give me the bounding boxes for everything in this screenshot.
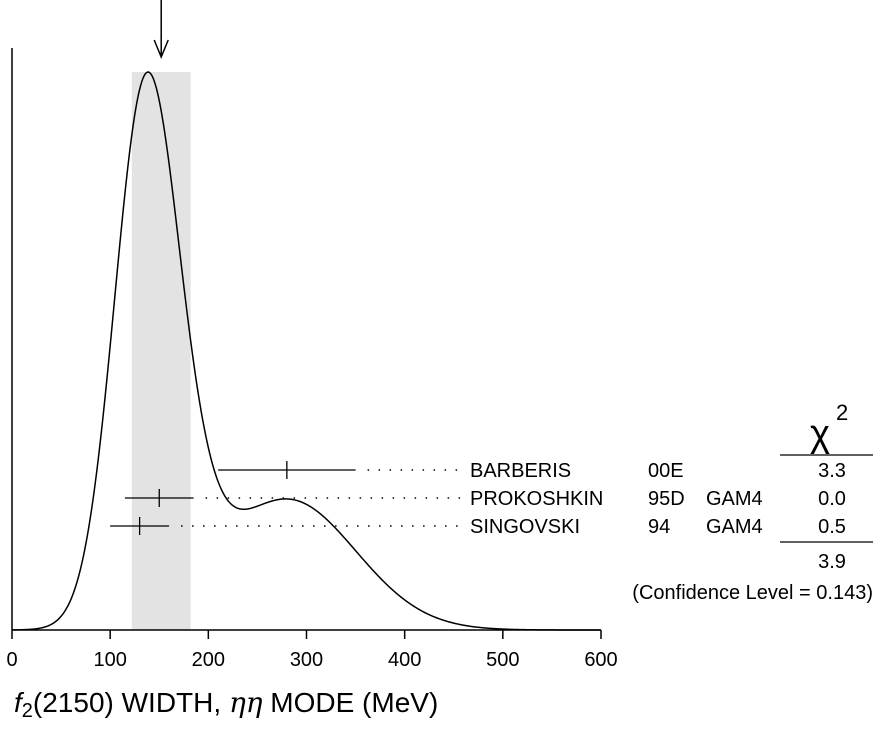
x-tick-label: 500 xyxy=(486,649,519,671)
x-axis-ticks: 0 100 200 300 400 500 600 xyxy=(6,630,618,671)
x-tick-label: 600 xyxy=(584,649,617,671)
chi2-symbol: χ xyxy=(810,413,830,455)
measurement-row: SINGOVSKI 94 GAM4 0.5 xyxy=(110,516,846,538)
average-arrow-icon xyxy=(153,0,169,59)
measurement-chi2: 0.0 xyxy=(818,488,846,510)
measurement-row: BARBERIS 00E 3.3 xyxy=(218,460,846,482)
average-band xyxy=(131,72,191,630)
measurement-name: PROKOSHKIN xyxy=(470,488,603,510)
x-tick-label: 0 xyxy=(6,649,17,671)
measurements-group: BARBERIS 00E 3.3 PROKOSHKIN 95D GAM4 0.0 SINGOV… xyxy=(110,460,846,538)
chi2-header: χ 2 xyxy=(810,400,848,455)
x-label-f: f xyxy=(14,687,22,718)
measurement-technique: GAM4 xyxy=(706,488,763,510)
chi2-superscript: 2 xyxy=(836,400,848,425)
confidence-level: (Confidence Level = 0.143) xyxy=(632,582,873,604)
measurement-year: 94 xyxy=(648,516,670,538)
measurement-year: 00E xyxy=(648,460,684,482)
measurement-chi2: 0.5 xyxy=(818,516,846,538)
x-label-middle: (2150) WIDTH, xyxy=(32,687,229,718)
measurement-year: 95D xyxy=(648,488,685,510)
x-axis-label: f2(2150) WIDTH, ηη MODE (MeV) xyxy=(14,686,438,723)
x-tick-label: 400 xyxy=(388,649,421,671)
x-tick-label: 200 xyxy=(192,649,225,671)
x-label-subscript: 2 xyxy=(21,700,33,722)
arrow-head xyxy=(153,39,169,59)
measurement-technique: GAM4 xyxy=(706,516,763,538)
ideogram-curve xyxy=(11,71,601,631)
x-label-eta: ηη xyxy=(228,686,263,719)
measurement-name: SINGOVSKI xyxy=(470,516,580,538)
x-tick-label: 100 xyxy=(93,649,126,671)
measurement-name: BARBERIS xyxy=(470,460,571,482)
chi2-total: 3.9 xyxy=(818,551,846,573)
measurement-chi2: 3.3 xyxy=(818,460,846,482)
measurement-row: PROKOSHKIN 95D GAM4 0.0 xyxy=(124,488,846,510)
x-label-suffix: MODE (MeV) xyxy=(262,687,439,718)
x-tick-label: 300 xyxy=(290,649,323,671)
